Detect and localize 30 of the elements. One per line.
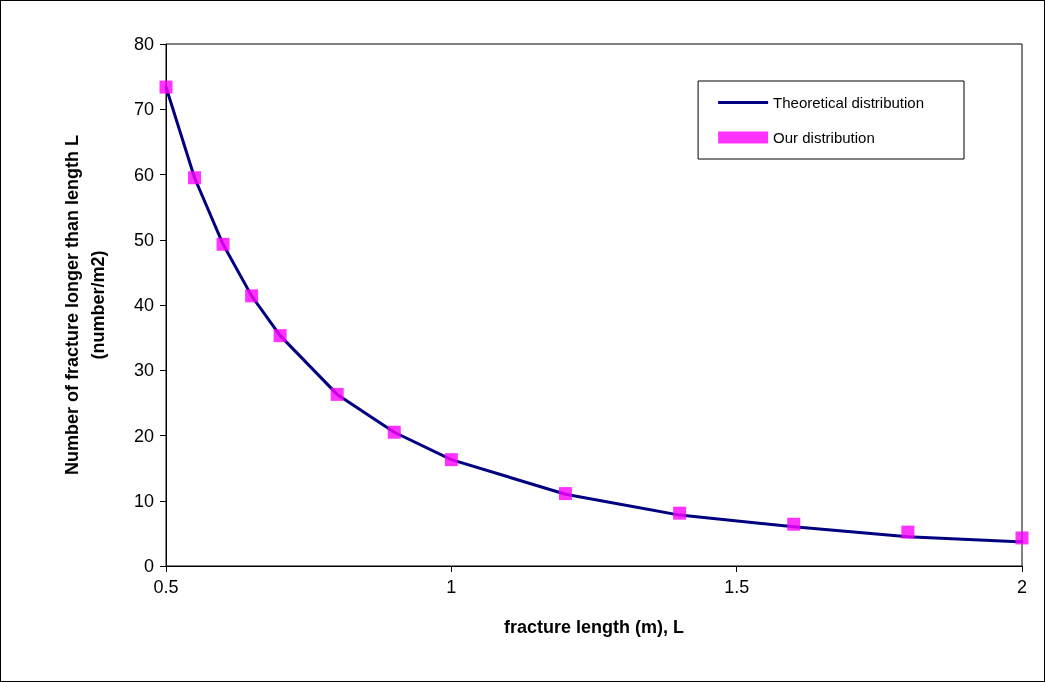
y-tick-label: 10 — [133, 490, 154, 511]
x-tick-label: 2 — [1016, 577, 1028, 597]
point — [216, 237, 230, 251]
x-axis-title: fracture length (m), L — [503, 617, 685, 637]
point — [673, 506, 687, 520]
point — [558, 487, 572, 501]
point — [159, 80, 173, 94]
y-tick-label: 80 — [133, 34, 154, 54]
x-tick-label: 1.5 — [724, 577, 750, 597]
y-tick-label: 50 — [133, 229, 154, 250]
y-tick-label: 20 — [133, 425, 154, 446]
y-tick-label: 70 — [133, 99, 154, 120]
y-tick-label: 60 — [133, 164, 154, 185]
legend-label: Our distribution — [773, 129, 875, 146]
point — [787, 517, 801, 531]
y-tick-label: 0 — [143, 556, 154, 576]
point — [245, 289, 259, 303]
point — [1015, 531, 1029, 545]
x-tick-label: 1 — [446, 577, 457, 597]
point — [901, 525, 915, 539]
y-tick-label: 40 — [133, 295, 154, 315]
x-tick-label: 0.5 — [153, 577, 179, 597]
point — [387, 425, 401, 439]
y-tick-label: 30 — [133, 360, 154, 381]
point — [188, 171, 202, 185]
point — [444, 453, 458, 467]
legend-label: Theoretical distribution — [773, 94, 925, 111]
y-axis-title: Number of fracture longer than length L (number/m2) — [62, 134, 108, 476]
point — [330, 387, 344, 401]
point — [273, 329, 287, 343]
